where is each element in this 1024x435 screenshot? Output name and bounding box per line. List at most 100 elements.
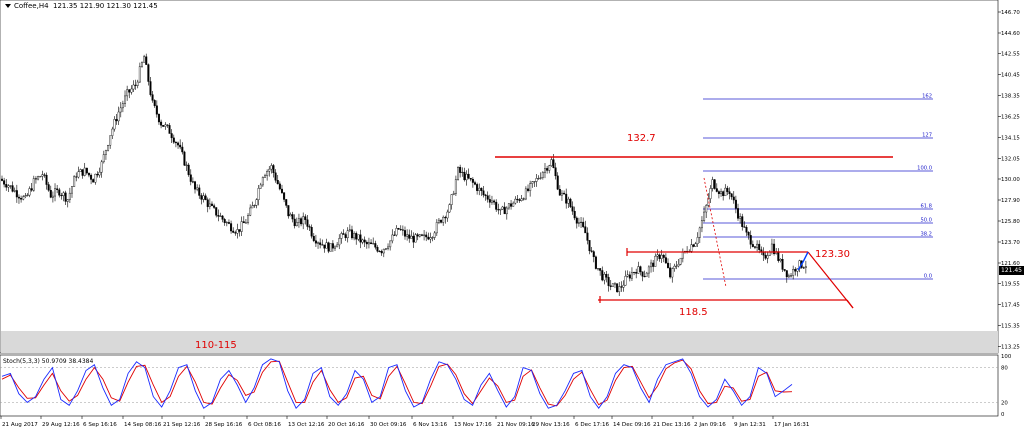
candle-body	[664, 257, 667, 264]
candle-body	[586, 232, 589, 241]
candle-body	[287, 205, 290, 217]
candle-body	[26, 194, 29, 196]
candle-body	[758, 243, 761, 250]
candle-body	[389, 240, 392, 248]
x-tick-label: 21 Nov 09:16	[497, 422, 535, 428]
candle-body	[692, 244, 695, 247]
candle-body	[291, 214, 294, 220]
y-tick-label: 123.70	[1001, 240, 1020, 246]
candle-body	[350, 229, 353, 239]
candle-body	[783, 269, 786, 271]
candle-body	[652, 262, 655, 267]
candle-body	[480, 187, 483, 191]
y-tick-label: 136.25	[1001, 115, 1020, 121]
candle-body	[359, 234, 362, 243]
candle-body	[115, 119, 118, 122]
candle-body	[423, 234, 426, 236]
candle-body	[753, 246, 756, 248]
candle-body	[724, 187, 727, 197]
candle-body	[9, 185, 12, 187]
dropdown-triangle-icon[interactable]	[5, 4, 11, 8]
candle-body	[138, 66, 141, 83]
candle-body	[410, 235, 413, 239]
candle-body	[792, 269, 795, 276]
candle-body	[268, 168, 271, 172]
candle-body	[382, 248, 385, 254]
candle-body	[278, 183, 281, 190]
candle-body	[408, 234, 411, 239]
candle-body	[442, 216, 445, 223]
stochastic-lines	[1, 358, 793, 409]
candle-body	[344, 234, 347, 239]
candle-body	[599, 268, 602, 271]
candle-body	[187, 164, 190, 175]
candle-body	[155, 105, 158, 115]
fib-label: 162	[922, 94, 932, 100]
candle-body	[728, 191, 731, 194]
candle-body	[355, 233, 358, 240]
candle-body	[495, 201, 498, 210]
candle-body	[109, 135, 112, 146]
main-plot-frame	[0, 0, 999, 354]
candle-body	[639, 266, 642, 273]
candle-body	[590, 250, 593, 252]
candle-body	[667, 262, 670, 268]
candle-body	[518, 199, 521, 201]
candle-body	[249, 207, 252, 216]
candle-body	[240, 221, 243, 232]
candle-body	[794, 269, 797, 272]
candle-body	[247, 215, 250, 223]
candle-body	[537, 178, 540, 180]
y-tick-label: 146.70	[1001, 10, 1020, 16]
x-tick-label: 17 Jan 16:31	[774, 422, 810, 428]
candle-body	[594, 256, 597, 269]
candle-body	[756, 243, 759, 248]
candle-body	[745, 227, 748, 233]
candle-body	[157, 114, 160, 123]
candle-body	[611, 283, 614, 287]
candle-body	[605, 273, 608, 278]
candle-body	[592, 251, 595, 258]
candle-body	[734, 199, 737, 209]
candle-body	[102, 154, 105, 163]
candle-body	[168, 125, 171, 134]
candle-body	[658, 254, 661, 259]
candle-body	[607, 277, 610, 286]
x-tick-label: 13 Oct 12:16	[288, 422, 325, 428]
candle-body	[571, 206, 574, 212]
x-tick-label: 6 Dec 17:16	[575, 422, 610, 428]
candle-body	[473, 182, 476, 185]
candle-body	[656, 254, 659, 257]
projection-base-line	[846, 299, 854, 309]
candle-body	[584, 226, 587, 234]
candle-body	[210, 203, 213, 206]
candle-body	[236, 229, 239, 234]
candle-body	[7, 185, 10, 188]
candle-body	[440, 219, 443, 223]
x-tick-label: 21 Sep 12:16	[163, 422, 201, 428]
candle-body	[259, 184, 262, 189]
candle-body	[677, 264, 680, 267]
y-tick-label: 117.45	[1001, 303, 1020, 309]
candle-body	[641, 271, 644, 277]
candle-body	[336, 244, 339, 248]
candle-body	[363, 239, 366, 243]
candle-body	[711, 179, 714, 189]
candle-body	[412, 235, 415, 243]
fib-label: 50.0	[920, 218, 932, 224]
stoch-level-label: 80	[1001, 366, 1008, 372]
candle-body	[527, 188, 530, 191]
candle-body	[225, 222, 228, 224]
candle-body	[372, 243, 375, 245]
candle-body	[340, 233, 343, 239]
fib-label: 100.0	[917, 166, 932, 172]
candle-body	[342, 233, 345, 235]
candle-body	[401, 229, 404, 231]
stochastic-plot-frame	[0, 354, 999, 417]
candle-body	[128, 89, 131, 93]
candle-body	[660, 254, 663, 259]
candle-body	[751, 244, 754, 247]
candle-body	[208, 203, 211, 207]
candle-body	[202, 195, 205, 200]
candle-body	[124, 95, 127, 104]
